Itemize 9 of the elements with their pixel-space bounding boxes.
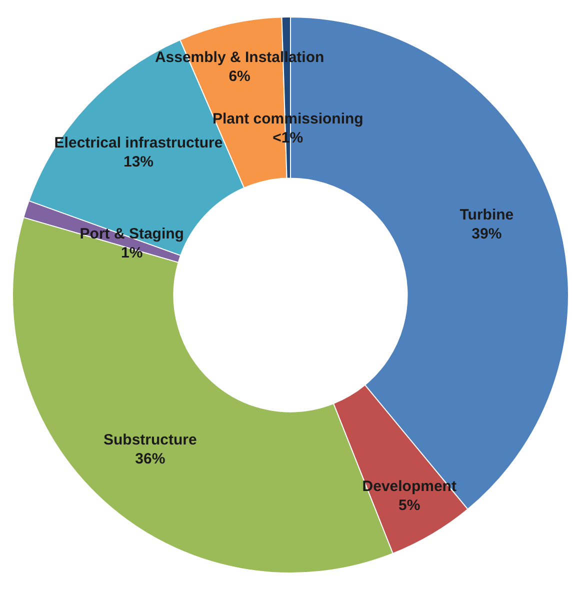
slice-label: Substructure xyxy=(103,431,197,448)
data-label: 5% xyxy=(398,497,420,514)
slice-label: Turbine xyxy=(460,206,514,224)
data-label: 13% xyxy=(123,153,154,170)
data-label: 6% xyxy=(228,68,250,86)
data-label: <1% xyxy=(272,129,304,146)
data-label: 1% xyxy=(121,244,143,262)
data-label: 39% xyxy=(472,226,502,243)
data-label: 36% xyxy=(135,450,166,468)
